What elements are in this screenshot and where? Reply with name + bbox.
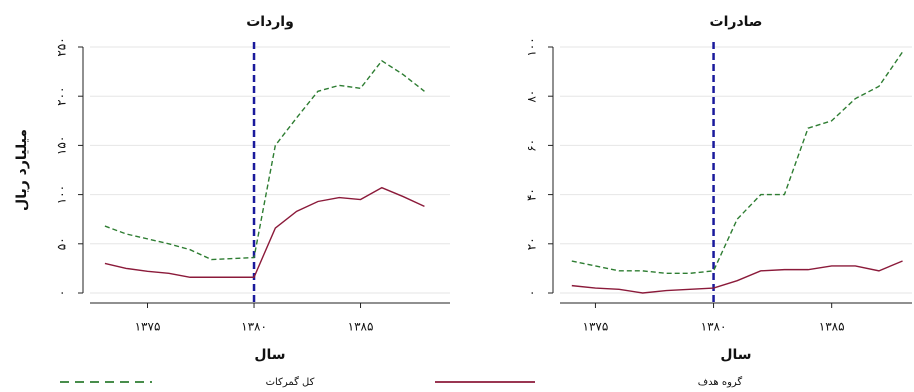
- x-tick-label: ۱۳۸۵: [819, 320, 845, 334]
- y-tick-label: ۰: [525, 290, 539, 296]
- chart-title: صادرات: [710, 14, 763, 30]
- x-tick-label: ۱۳۷۵: [135, 320, 161, 334]
- legend-label: گروه هدف: [698, 376, 743, 388]
- x-tick-label: ۱۳۸۰: [701, 320, 727, 334]
- x-tick-label: ۱۳۸۰: [241, 320, 267, 334]
- legend-label: کل گمرکات: [266, 376, 315, 388]
- y-tick-label: ۵۰: [55, 237, 69, 250]
- y-tick-label: ۰: [55, 290, 69, 296]
- x-tick-label: ۱۳۸۵: [348, 320, 374, 334]
- data-line: [104, 59, 425, 261]
- data-line: [104, 186, 425, 278]
- y-axis-label: میلیارد ریال: [14, 129, 30, 211]
- y-tick-label: ۱۵۰: [55, 136, 69, 155]
- y-tick-label: ۲۵۰: [55, 37, 69, 56]
- data-line: [571, 260, 903, 294]
- x-axis-label: سال: [254, 347, 285, 363]
- y-tick-label: ۱۰۰: [55, 185, 69, 204]
- y-tick-label: ۲۰: [525, 237, 539, 250]
- y-tick-label: ۲۰۰: [55, 87, 69, 106]
- y-tick-label: ۶۰: [525, 139, 539, 152]
- chart-title: واردات: [246, 14, 294, 30]
- x-axis-label: سال: [720, 347, 751, 363]
- x-tick-label: ۱۳۷۵: [583, 320, 609, 334]
- y-tick-label: ۸۰: [525, 90, 539, 103]
- data-line: [571, 51, 904, 275]
- y-tick-label: ۱۰۰: [525, 37, 539, 56]
- y-tick-label: ۴۰: [525, 188, 539, 201]
